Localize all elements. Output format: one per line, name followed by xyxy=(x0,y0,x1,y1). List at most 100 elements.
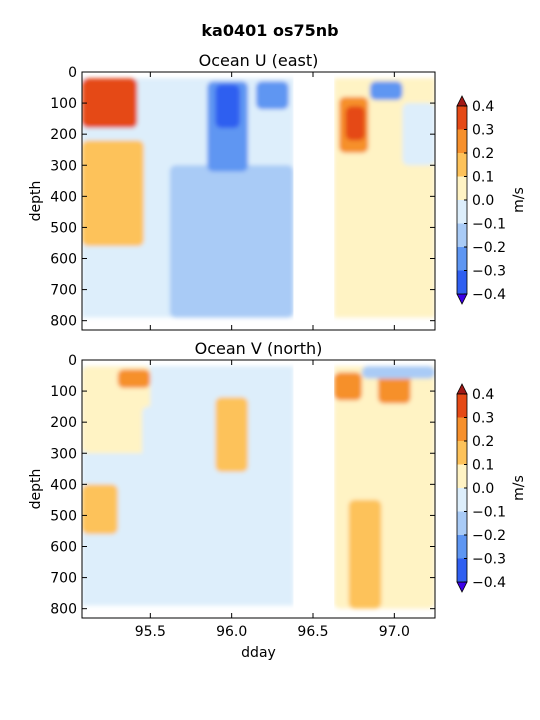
colorbar-extend-low xyxy=(456,293,468,305)
heatmap-blobs xyxy=(82,366,435,609)
colorbar-segment xyxy=(457,270,467,294)
y-tick-label: 0 xyxy=(68,353,77,369)
y-tick-label: 100 xyxy=(50,384,77,400)
y-tick-label: 500 xyxy=(50,220,77,236)
colorbar-u: −0.4 −0.3 −0.2 −0.1 0.0 0.1 0.2 0.3 0.4 xyxy=(456,95,506,305)
heatmap-cell xyxy=(378,372,411,404)
colorbar-tick-label: −0.2 xyxy=(472,528,506,544)
colorbar-segment xyxy=(457,441,467,465)
heatmap-cell xyxy=(256,81,289,110)
y-tick-label: 800 xyxy=(50,314,77,330)
panel-title-u: Ocean U (east) xyxy=(199,51,319,70)
colorbar-tick-label: −0.3 xyxy=(472,264,506,280)
colorbar-tick-label: −0.4 xyxy=(472,575,506,591)
colorbar-extend-high xyxy=(456,383,468,395)
panel-title-v: Ocean V (north) xyxy=(195,339,323,358)
y-ticks-v: 0 100 200 300 400 500 600 700 800 xyxy=(50,353,435,618)
colorbar-tick-label: −0.2 xyxy=(472,240,506,256)
data-gap xyxy=(293,360,335,618)
colorbar-tick-label: −0.4 xyxy=(472,287,506,303)
plot-frame-u xyxy=(81,71,436,331)
x-tick-label: 95.5 xyxy=(135,624,166,640)
y-tick-label: 600 xyxy=(50,540,77,556)
colorbar-tick-label: 0.3 xyxy=(472,123,494,139)
colorbar-v: −0.4 −0.3 −0.2 −0.1 0.0 0.1 0.2 0.3 0.4 xyxy=(456,383,506,593)
figure-title: ka0401 os75nb xyxy=(201,21,338,40)
heatmap-cell xyxy=(402,103,435,166)
heatmap-cell xyxy=(82,264,118,296)
x-tick-label: 97.0 xyxy=(379,624,410,640)
colorbar-label-v: m/s xyxy=(511,475,527,501)
x-ticks-v: 95.5 96.0 96.5 97.0 xyxy=(135,360,410,640)
y-tick-label: 600 xyxy=(50,252,77,268)
colorbar-segment xyxy=(457,247,467,271)
heatmap-cell xyxy=(345,106,366,141)
colorbar-segment xyxy=(457,417,467,441)
heatmap-cell xyxy=(334,372,362,401)
y-ticks-u: 0 100 200 300 400 500 600 700 800 xyxy=(50,65,435,330)
colorbar-tick-label: 0.1 xyxy=(472,458,494,474)
colorbar-tick-label: −0.1 xyxy=(472,217,506,233)
x-ticks-u xyxy=(149,72,395,330)
colorbar-label-u: m/s xyxy=(511,187,527,213)
heatmap-cell xyxy=(117,369,151,388)
x-tick-label: 96.5 xyxy=(297,624,328,640)
heatmap-cell xyxy=(361,366,435,379)
colorbar-tick-label: 0.0 xyxy=(472,193,494,209)
panel-ocean-v: Ocean V (north) 95.5 96.0 96.5 97.0 0 100 200… xyxy=(28,339,527,661)
x-tick-label: 96.0 xyxy=(216,624,247,640)
colorbar-tick-label: 0.2 xyxy=(472,434,494,450)
colorbar-tick-label: −0.3 xyxy=(472,552,506,568)
colorbar-segment xyxy=(457,129,467,153)
colorbar-segment xyxy=(457,176,467,200)
heatmap-cell xyxy=(215,397,248,472)
y-tick-label: 100 xyxy=(50,96,77,112)
y-tick-label: 800 xyxy=(50,602,77,618)
colorbar-extend-low xyxy=(456,581,468,593)
data-gap xyxy=(293,72,335,330)
x-axis-label: dday xyxy=(241,645,276,661)
colorbar-segment xyxy=(457,464,467,488)
panel-ocean-u: Ocean U (east) 0 100 200 300 400 500 600 700 800… xyxy=(28,51,527,331)
y-tick-label: 200 xyxy=(50,415,77,431)
heatmap-cell xyxy=(82,140,144,247)
colorbar-tick-label: 0.3 xyxy=(472,411,494,427)
colorbar-tick-label: 0.4 xyxy=(472,99,494,115)
colorbar-segment xyxy=(457,106,467,130)
colorbar-segment xyxy=(457,200,467,224)
y-tick-label: 400 xyxy=(50,189,77,205)
y-tick-label: 400 xyxy=(50,477,77,493)
colorbar-segment xyxy=(457,558,467,582)
heatmap-cell xyxy=(82,484,118,535)
colorbar-segment xyxy=(457,535,467,559)
colorbar-tick-label: −0.1 xyxy=(472,505,506,521)
y-tick-label: 300 xyxy=(50,158,77,174)
y-tick-label: 0 xyxy=(68,65,77,81)
heatmap-cell xyxy=(142,406,183,603)
y-axis-label-v: depth xyxy=(28,469,44,510)
heatmap-cell xyxy=(348,499,382,609)
heatmap-blobs xyxy=(82,78,435,318)
heatmap-cell xyxy=(334,159,435,315)
colorbar-tick-label: 0.1 xyxy=(472,170,494,186)
colorbar-segment xyxy=(457,223,467,247)
heatmap-cell xyxy=(82,78,138,128)
plot-frame-v xyxy=(81,359,436,619)
colorbar-segment xyxy=(457,394,467,418)
heatmap-cell xyxy=(169,165,294,318)
colorbar-segment xyxy=(457,488,467,512)
y-tick-label: 500 xyxy=(50,508,77,524)
colorbar-extend-high xyxy=(456,95,468,107)
y-tick-label: 200 xyxy=(50,127,77,143)
colorbar-tick-label: 0.0 xyxy=(472,481,494,497)
heatmap-field-u xyxy=(82,72,435,330)
heatmap-cell xyxy=(215,84,240,128)
heatmap-field-v xyxy=(82,360,435,618)
colorbar-tick-label: 0.4 xyxy=(472,387,494,403)
y-tick-label: 700 xyxy=(50,571,77,587)
colorbar-segment xyxy=(457,511,467,535)
y-tick-label: 300 xyxy=(50,446,77,462)
heatmap-cell xyxy=(369,81,403,100)
y-axis-label-u: depth xyxy=(28,181,44,222)
